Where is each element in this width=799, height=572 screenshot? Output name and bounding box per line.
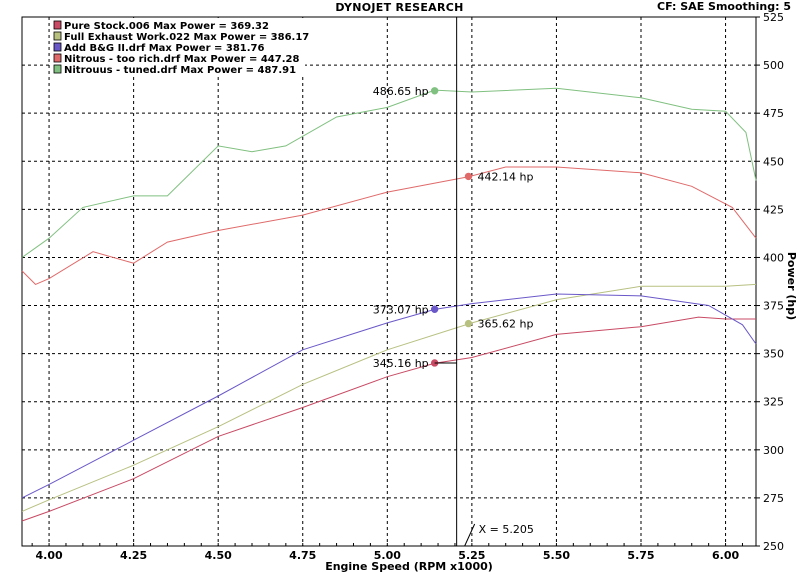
x-tick-label: 6.00 [712,549,739,562]
y-tick-label: 400 [763,251,784,264]
x-tick-label: 4.50 [205,549,232,562]
y-tick-label: 275 [763,492,784,505]
legend-swatch-0 [53,20,62,30]
y-tick-label: 375 [763,300,784,313]
legend-swatch-4 [53,64,62,74]
series-line-1[interactable] [21,283,757,512]
legend-entry-4[interactable]: Nitrouus - tuned.drf Max Power = 487.91 [64,65,296,76]
x-axis-title: Engine Speed (RPM x1000) [325,560,493,572]
y-tick-label: 250 [763,540,784,553]
series-marker-2[interactable] [430,305,439,313]
marker-label-4: 486.65 hp [373,85,429,98]
legend-entry-2[interactable]: Add B&G II.drf Max Power = 381.76 [64,43,264,54]
legend-entry-0[interactable]: Pure Stock.006 Max Power = 369.32 [64,21,269,32]
x-tick-label: 5.25 [458,549,485,562]
legend-swatch-3 [53,53,62,63]
series-marker-3[interactable] [464,172,473,181]
y-tick-label: 500 [763,59,784,72]
x-tick-label: 5.00 [374,549,401,562]
x-tick-label: 5.50 [543,549,570,562]
marker-label-3: 442.14 hp [477,170,533,183]
marker-label-1: 365.62 hp [477,318,533,331]
series-marker-4[interactable] [430,87,439,95]
y-tick-label: 450 [763,155,784,168]
x-tick-label: 4.25 [120,549,147,562]
y-tick-label: 425 [763,203,784,216]
series-marker-1[interactable] [464,319,473,328]
x-tick-label: 4.75 [289,549,316,562]
header-bar: DYNOJET RESEARCH CF: SAE Smoothing: 5 [0,0,799,14]
x-tick-label: 5.75 [627,549,654,562]
cursor-pointer [464,523,476,547]
y-axis-title: Power (hp) [785,252,798,320]
chart-title: DYNOJET RESEARCH [335,1,464,14]
legend-entry-3[interactable]: Nitrous - too rich.drf Max Power = 447.2… [64,54,299,65]
marker-label-0: 345.16 hp [373,357,429,370]
y-tick-label: 475 [763,107,784,120]
correction-smoothing-label: CF: SAE Smoothing: 5 [657,0,791,13]
series-line-3[interactable] [21,166,757,285]
y-tick-label: 325 [763,396,784,409]
plot-area [21,16,757,547]
legend-box [50,18,305,77]
legend-swatch-2 [53,42,62,52]
legend-swatch-1 [53,31,62,41]
marker-label-2: 373.07 hp [373,303,429,316]
x-tick-label: 4.00 [35,549,62,562]
y-tick-label: 300 [763,444,784,457]
y-tick-label: 525 [763,11,784,24]
legend-entry-1[interactable]: Full Exhaust Work.022 Max Power = 386.17 [64,32,309,43]
series-line-4[interactable] [21,87,757,258]
cursor-label: X = 5.205 [479,523,534,536]
y-tick-label: 350 [763,348,784,361]
